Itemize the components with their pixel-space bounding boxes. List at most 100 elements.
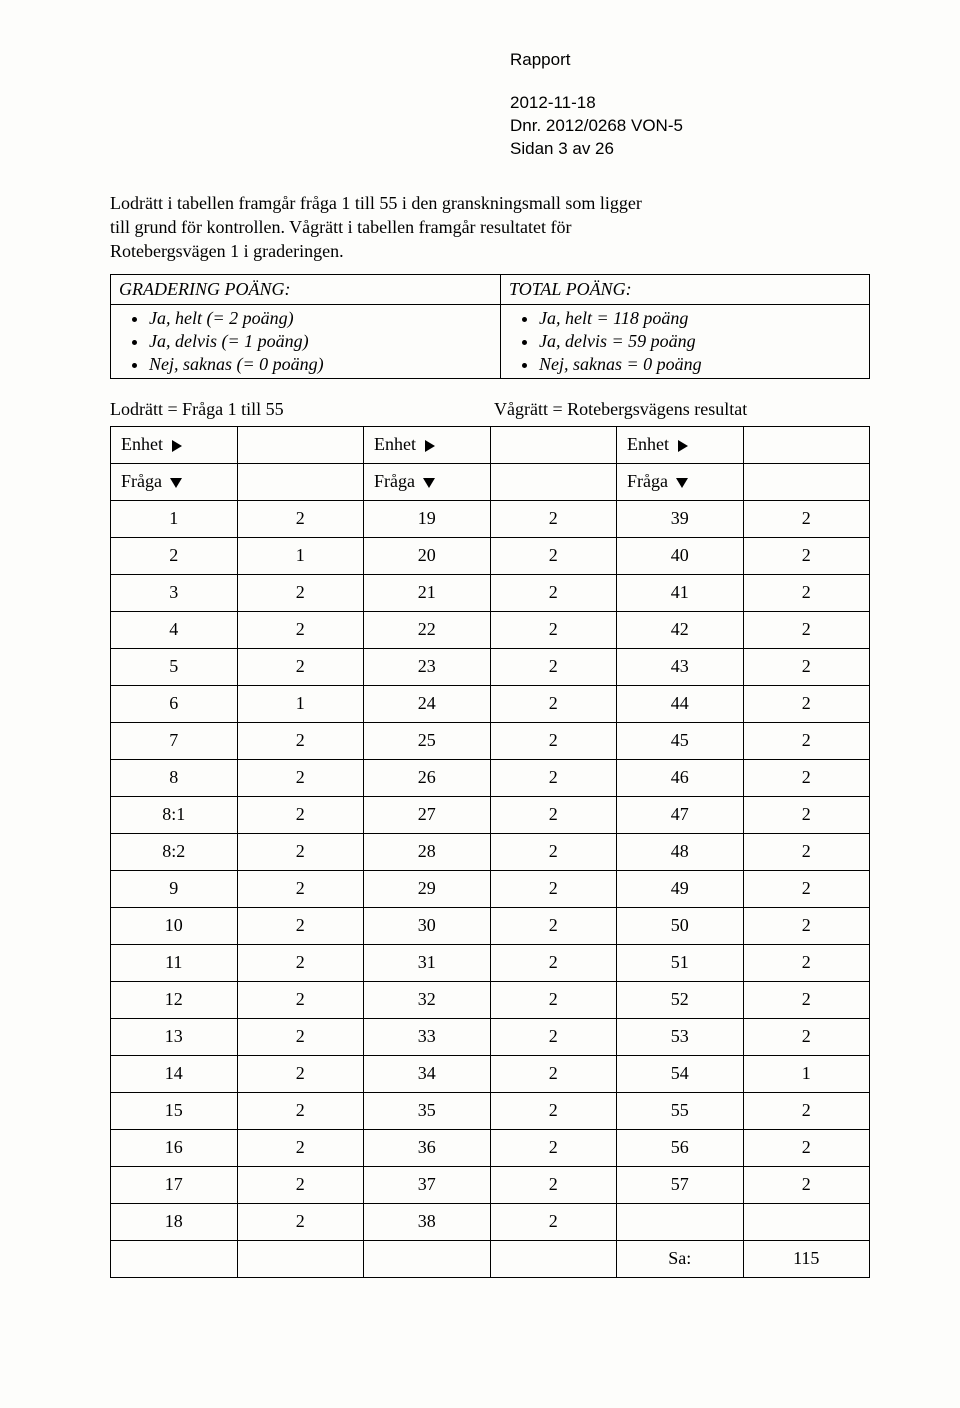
header-page: Sidan 3 av 26 [510, 138, 870, 161]
value-cell: 2 [237, 759, 364, 796]
empty-cell [364, 1240, 491, 1277]
value-cell: 2 [743, 1092, 870, 1129]
value-cell: 2 [490, 981, 617, 1018]
value-cell: 2 [743, 537, 870, 574]
triangle-down-icon [676, 478, 688, 488]
sum-label: Sa: [617, 1240, 744, 1277]
value-cell: 1 [237, 537, 364, 574]
fraga-cell: 23 [364, 648, 491, 685]
value-cell: 2 [743, 870, 870, 907]
report-title: Rapport [510, 50, 870, 70]
value-cell: 2 [490, 907, 617, 944]
fraga-cell: 33 [364, 1018, 491, 1055]
grading-right-cell: Ja, helt = 118 poäng Ja, delvis = 59 poä… [501, 304, 870, 378]
fraga-header: Fråga [364, 463, 491, 500]
fraga-cell: 2 [111, 537, 238, 574]
enhet-header: Enhet [617, 426, 744, 463]
grading-left-header: GRADERING POÄNG: [111, 274, 501, 304]
value-cell: 2 [490, 944, 617, 981]
fraga-cell: 40 [617, 537, 744, 574]
empty-cell [237, 463, 364, 500]
value-cell: 2 [490, 1129, 617, 1166]
fraga-cell: 57 [617, 1166, 744, 1203]
value-cell: 2 [237, 1203, 364, 1240]
fraga-cell: 46 [617, 759, 744, 796]
fraga-cell [617, 1203, 744, 1240]
fraga-cell: 45 [617, 722, 744, 759]
value-cell: 2 [490, 722, 617, 759]
empty-cell [111, 1240, 238, 1277]
page: Rapport 2012-11-18 Dnr. 2012/0268 VON-5 … [0, 0, 960, 1408]
value-cell: 2 [237, 870, 364, 907]
header-meta: 2012-11-18 Dnr. 2012/0268 VON-5 Sidan 3 … [510, 92, 870, 161]
fraga-header: Fråga [111, 463, 238, 500]
value-cell: 2 [743, 1129, 870, 1166]
value-cell: 2 [237, 500, 364, 537]
fraga-cell: 42 [617, 611, 744, 648]
value-cell: 2 [237, 1129, 364, 1166]
empty-cell [490, 426, 617, 463]
fraga-cell: 20 [364, 537, 491, 574]
fraga-cell: 1 [111, 500, 238, 537]
empty-cell [743, 426, 870, 463]
value-cell: 2 [237, 1055, 364, 1092]
triangle-right-icon [172, 440, 182, 452]
empty-cell [490, 1240, 617, 1277]
intro-line: Rotebergsvägen 1 i graderingen. [110, 239, 870, 263]
fraga-cell: 32 [364, 981, 491, 1018]
fraga-cell: 12 [111, 981, 238, 1018]
value-cell: 2 [490, 611, 617, 648]
value-cell: 2 [743, 1166, 870, 1203]
value-cell: 2 [490, 833, 617, 870]
value-cell: 2 [237, 648, 364, 685]
value-cell: 2 [490, 1018, 617, 1055]
fraga-cell: 30 [364, 907, 491, 944]
results-table: Enhet Enhet Enhet Fråga Fråga Fråga 1219… [110, 426, 870, 1278]
fraga-cell: 5 [111, 648, 238, 685]
triangle-down-icon [170, 478, 182, 488]
triangle-down-icon [423, 478, 435, 488]
value-cell: 2 [743, 833, 870, 870]
value-cell: 2 [743, 722, 870, 759]
value-cell: 2 [490, 537, 617, 574]
grading-right-header: TOTAL POÄNG: [501, 274, 870, 304]
fraga-cell: 16 [111, 1129, 238, 1166]
fraga-cell: 26 [364, 759, 491, 796]
triangle-right-icon [678, 440, 688, 452]
fraga-cell: 17 [111, 1166, 238, 1203]
fraga-cell: 35 [364, 1092, 491, 1129]
value-cell: 1 [237, 685, 364, 722]
enhet-header: Enhet [111, 426, 238, 463]
fraga-cell: 7 [111, 722, 238, 759]
value-cell: 2 [237, 796, 364, 833]
intro-line: Lodrätt i tabellen framgår fråga 1 till … [110, 191, 870, 215]
fraga-cell: 21 [364, 574, 491, 611]
fraga-cell: 48 [617, 833, 744, 870]
fraga-cell: 39 [617, 500, 744, 537]
value-cell: 2 [743, 611, 870, 648]
value-cell: 2 [743, 796, 870, 833]
fraga-cell: 54 [617, 1055, 744, 1092]
grading-left-cell: Ja, helt (= 2 poäng) Ja, delvis (= 1 poä… [111, 304, 501, 378]
document-header: Rapport 2012-11-18 Dnr. 2012/0268 VON-5 … [510, 50, 870, 161]
subhead-left: Lodrätt = Fråga 1 till 55 [110, 399, 486, 420]
fraga-header: Fråga [617, 463, 744, 500]
fraga-cell: 52 [617, 981, 744, 1018]
grading-item: Nej, saknas (= 0 poäng) [149, 353, 492, 376]
fraga-cell: 14 [111, 1055, 238, 1092]
value-cell: 2 [743, 907, 870, 944]
value-cell: 2 [743, 685, 870, 722]
sum-value: 115 [743, 1240, 870, 1277]
fraga-cell: 38 [364, 1203, 491, 1240]
empty-cell [743, 463, 870, 500]
value-cell: 2 [743, 1018, 870, 1055]
fraga-cell: 8:1 [111, 796, 238, 833]
fraga-cell: 29 [364, 870, 491, 907]
fraga-cell: 11 [111, 944, 238, 981]
fraga-cell: 56 [617, 1129, 744, 1166]
grading-item: Ja, helt (= 2 poäng) [149, 307, 492, 330]
value-cell: 2 [743, 500, 870, 537]
fraga-cell: 53 [617, 1018, 744, 1055]
enhet-header: Enhet [364, 426, 491, 463]
fraga-cell: 8:2 [111, 833, 238, 870]
